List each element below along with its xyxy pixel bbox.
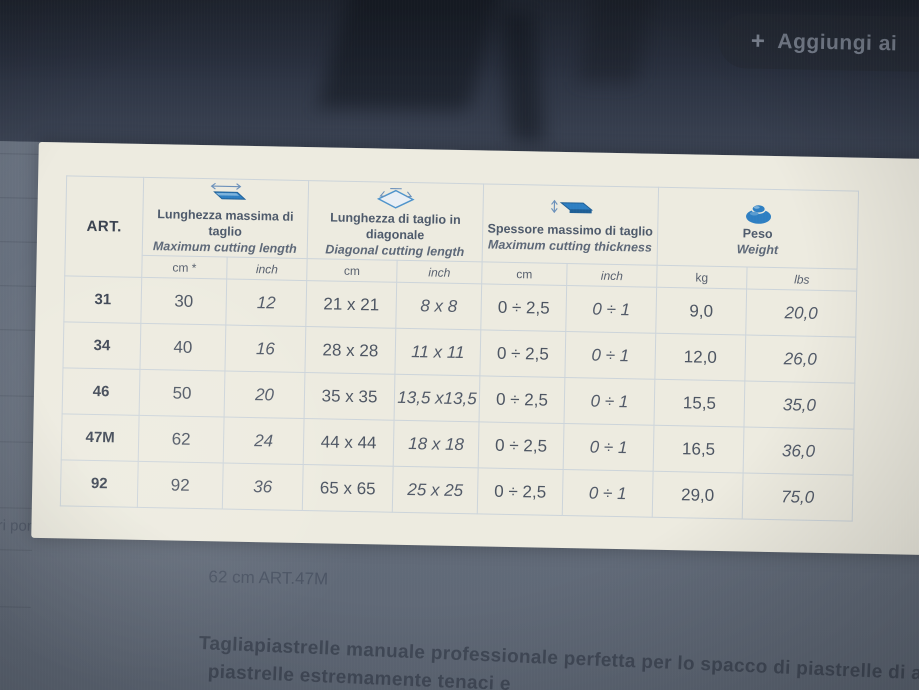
spec-cell: 62 [138, 415, 225, 463]
product-photo-silhouette [499, 10, 545, 142]
spec-cell: 29,0 [652, 471, 744, 519]
spec-cell: 11 x 11 [394, 328, 481, 376]
art-cell: 31 [63, 275, 142, 324]
spec-cell: 16,5 [653, 425, 744, 473]
spec-cell: 0 ÷ 1 [564, 331, 656, 380]
spec-cell: 65 x 65 [302, 464, 394, 513]
group-label-en: Diagonal cutting length [325, 242, 465, 260]
spec-cell: 50 [139, 369, 225, 417]
art-column-header: ART. [64, 175, 144, 278]
spec-cell: 35,0 [743, 380, 855, 430]
unit-header: inch [566, 263, 658, 288]
spec-cell: 20,0 [745, 289, 857, 338]
spec-cell: 40 [139, 323, 226, 372]
spec-cell: 92 [137, 461, 224, 509]
spec-cell: 36 [222, 462, 304, 511]
group-label-en: Maximum cutting length [152, 239, 297, 256]
plus-icon: + [750, 27, 766, 55]
spec-cell: 12 [225, 279, 307, 327]
top-dark-banner: + Aggiungi ai [0, 0, 919, 160]
group-header-weight: Peso Weight [657, 187, 859, 270]
cutting-length-icon [210, 182, 247, 200]
unit-header: cm * [141, 255, 228, 280]
add-button-label: Aggiungi ai [777, 29, 898, 55]
group-label-it: Lunghezza massima di taglio [157, 207, 294, 239]
spec-cell: 0 ÷ 2,5 [477, 467, 564, 516]
art-cell: 47M [61, 413, 140, 462]
spec-cell: 0 ÷ 1 [562, 469, 654, 518]
diagonal-cutting-icon [376, 187, 415, 209]
unit-header: inch [396, 260, 483, 284]
spec-table-card: ART. Lunghezza massima di t [31, 141, 919, 556]
group-label-en: Weight [736, 242, 779, 258]
unit-header: cm [306, 258, 398, 283]
product-caption: 62 cm ART.47M [208, 567, 329, 589]
spec-cell: 0 ÷ 1 [563, 423, 655, 472]
spec-cell: 16 [224, 325, 306, 373]
spec-cell: 24 [223, 416, 305, 465]
product-photo-silhouette [578, 0, 654, 84]
add-to-list-button[interactable]: + Aggiungi ai [718, 12, 919, 74]
unit-header: inch [226, 257, 308, 281]
spec-cell: 20 [224, 371, 305, 419]
spec-cell: 36,0 [743, 426, 854, 476]
cutting-thickness-icon [551, 199, 594, 214]
spec-cell: 13,5 x13,5 [394, 374, 480, 422]
spec-cell: 15,5 [654, 379, 745, 427]
spec-cell: 30 [140, 277, 227, 326]
spec-cell: 8 x 8 [395, 282, 482, 330]
spec-cell: 12,0 [654, 333, 746, 381]
unit-header: cm [481, 261, 568, 286]
spec-table: ART. Lunghezza massima di t [60, 175, 859, 522]
spec-cell: 0 ÷ 2,5 [478, 421, 565, 470]
group-label-it: Peso [742, 226, 773, 241]
art-cell: 92 [60, 459, 139, 508]
art-cell: 34 [62, 321, 141, 370]
art-cell: 46 [62, 367, 140, 416]
group-label-en: Maximum cutting thickness [487, 237, 653, 255]
spec-cell: 0 ÷ 1 [564, 377, 655, 426]
group-header-max-cutting-length: Lunghezza massima di taglio Maximum cutt… [142, 177, 309, 259]
spec-cell: 0 ÷ 2,5 [479, 375, 565, 424]
unit-header: lbs [746, 267, 858, 292]
spec-cell: 75,0 [742, 472, 854, 522]
unit-header: kg [656, 265, 748, 290]
spec-cell: 26,0 [744, 334, 856, 384]
spec-cell: 44 x 44 [303, 418, 395, 467]
spec-cell: 0 ÷ 1 [565, 285, 657, 334]
product-photo-silhouette [318, 0, 504, 111]
group-label-it: Spessore massimo di taglio [487, 221, 654, 239]
spec-cell: 0 ÷ 2,5 [480, 283, 567, 332]
spec-cell: 25 x 25 [392, 466, 479, 514]
group-label-it: Lunghezza di taglio in diagonale [330, 210, 461, 242]
spec-cell: 9,0 [655, 287, 747, 335]
spec-cell: 21 x 21 [305, 280, 397, 329]
spec-cell: 28 x 28 [304, 326, 396, 375]
group-header-max-thickness: Spessore massimo di taglio Maximum cutti… [482, 183, 659, 266]
weight-icon [745, 203, 771, 224]
spec-cell: 35 x 35 [304, 372, 395, 421]
spec-cell: 0 ÷ 2,5 [479, 329, 566, 378]
group-header-diagonal-cutting: Lunghezza di taglio in diagonale Diagona… [307, 180, 484, 262]
spec-cell: 18 x 18 [393, 420, 480, 468]
